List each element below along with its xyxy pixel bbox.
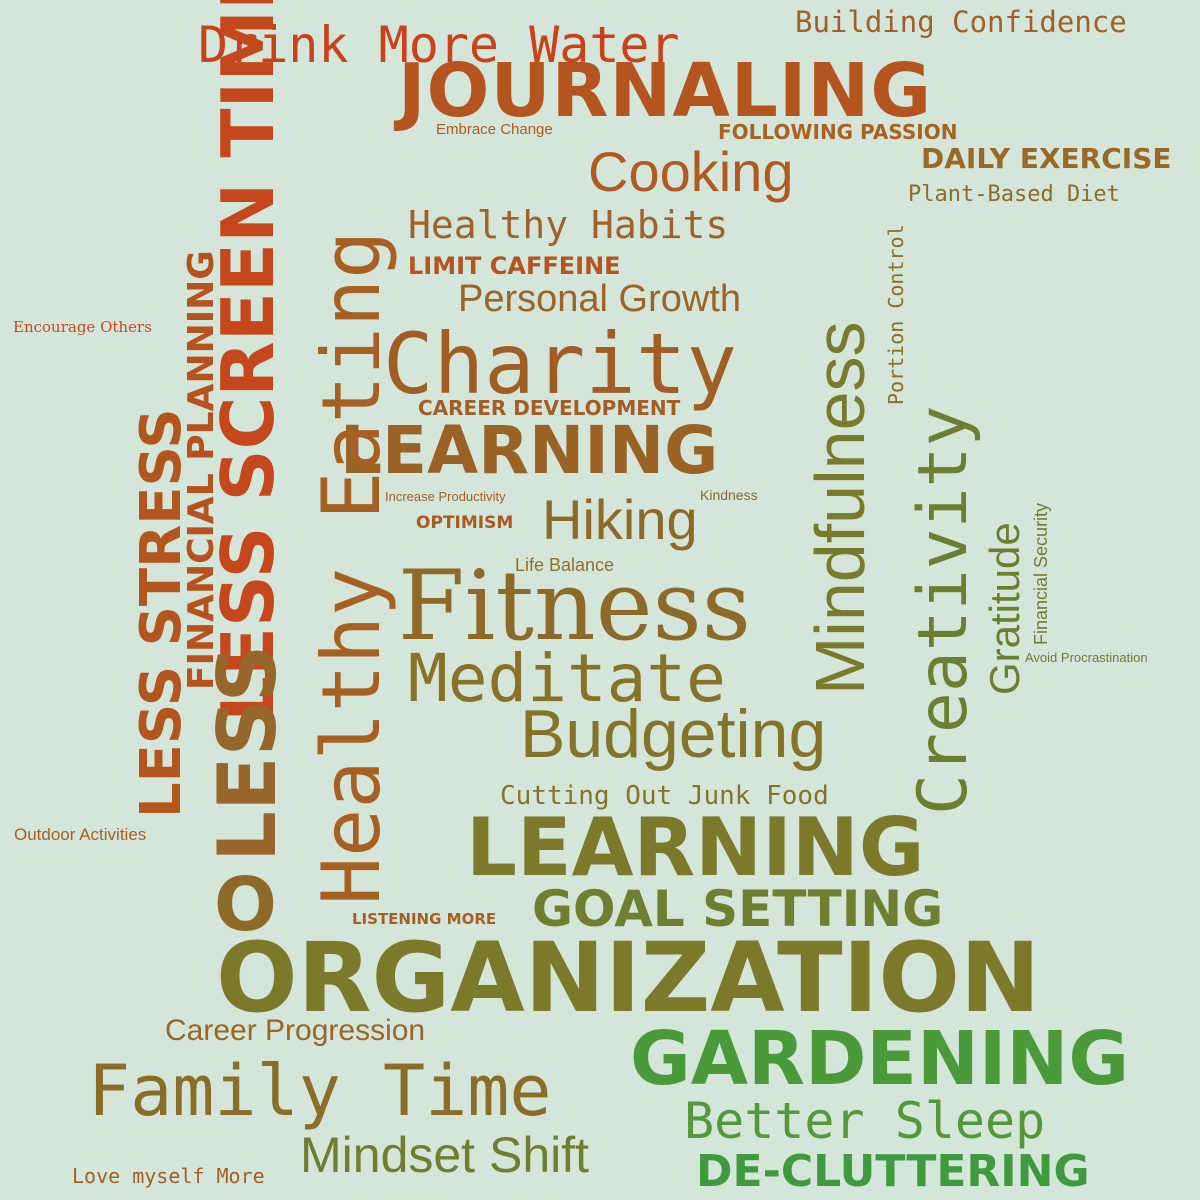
word-daily-exercise: DAILY EXERCISE	[921, 142, 1172, 175]
word-learning-1: LEARNING	[340, 412, 719, 489]
word-creativity: Creativity	[904, 405, 983, 815]
word-plant-based-diet: Plant-Based Diet	[908, 182, 1120, 207]
word-outdoor-activities: Outdoor Activities	[14, 825, 147, 844]
word-hiking: Hiking	[542, 488, 698, 551]
word-gardening: GARDENING	[630, 1016, 1130, 1102]
word-learning-2: LEARNING	[466, 801, 925, 894]
word-financial-planning: FINANCIAL PLANNING	[181, 250, 222, 690]
word-listening-more: LISTENING MORE	[352, 910, 497, 928]
word-love-myself-more: Love myself More	[72, 1164, 265, 1188]
word-meditate: Meditate	[408, 640, 726, 717]
word-financial-security: Financial Security	[1031, 502, 1051, 645]
word-building-confidence: Building Confidence	[795, 5, 1127, 39]
word-less: LESS	[201, 644, 294, 862]
word-fitness: Fitness	[398, 550, 752, 662]
word-optimism: OPTIMISM	[416, 513, 514, 533]
word-cutting-out-junk-food: Cutting Out Junk Food	[500, 781, 829, 811]
word-career-development: CAREER DEVELOPMENT	[418, 396, 681, 420]
word-increase-productivity: Increase Productivity	[385, 489, 506, 504]
word-life-balance: Life Balance	[515, 555, 615, 575]
word-healthy-eating: Healthy Eating	[305, 230, 398, 905]
word-de-cluttering: DE-CLUTTERING	[696, 1146, 1090, 1197]
word-cooking: Cooking	[588, 140, 794, 203]
word-mindfulness: Mindfulness	[801, 321, 879, 695]
word-budgeting: Budgeting	[520, 696, 827, 772]
word-limit-caffeine: LIMIT CAFFEINE	[408, 252, 621, 280]
word-better-sleep: Better Sleep	[684, 1092, 1046, 1150]
word-kindness: Kindness	[700, 487, 758, 503]
word-following-passion: FOLLOWING PASSION	[718, 120, 958, 144]
word-goal-setting: GOAL SETTING	[532, 880, 944, 938]
word-organization: ORGANIZATION	[216, 922, 1041, 1034]
word-encourage-others: Encourage Others	[13, 318, 152, 336]
word-personal-growth: Personal Growth	[458, 278, 742, 320]
word-career-progression: Career Progression	[165, 1014, 426, 1047]
word-drink-more-water: Drink More Water	[198, 16, 680, 74]
word-journaling: JOURNALING	[398, 48, 933, 134]
word-charity: Charity	[383, 315, 738, 413]
word-o: O	[214, 862, 277, 948]
word-avoid-procrastination: Avoid Procrastination	[1025, 650, 1148, 665]
word-portion-control: Portion Control	[884, 224, 908, 405]
word-healthy-habits: Healthy Habits	[408, 203, 729, 247]
word-embrace-change: Embrace Change	[436, 121, 553, 138]
word-family-time: Family Time	[88, 1050, 552, 1132]
word-mindset-shift: Mindset Shift	[300, 1127, 590, 1183]
word-less-screen-time: LESS SCREEN TIME	[206, 0, 290, 722]
word-gratitude: Gratitude	[981, 522, 1028, 695]
